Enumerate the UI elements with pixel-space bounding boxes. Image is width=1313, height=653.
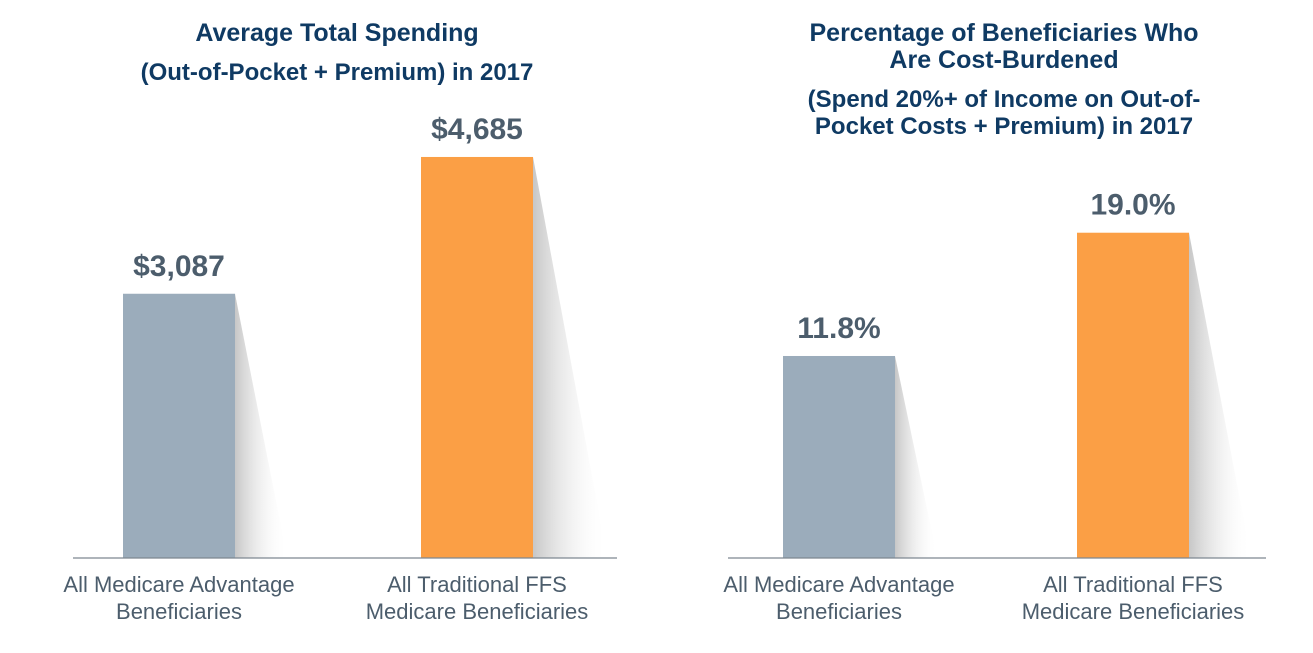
- bar-medicare-advantage-spending: [123, 293, 235, 558]
- bar-traditional-ffs-cost-burdened: [1077, 232, 1189, 558]
- left-chart-plot: $3,087 $4,685 All Medicare Advantage Ben…: [63, 113, 617, 624]
- right-chart-title-line-2: Are Cost-Burdened: [889, 46, 1118, 74]
- right-chart-subtitle-line-2: Pocket Costs + Premium) in 2017: [815, 113, 1193, 140]
- category-label-traditional-ffs: All Traditional FFS: [1043, 572, 1223, 597]
- right-chart-subtitle-line-1: (Spend 20%+ of Income on Out-of-: [808, 86, 1201, 113]
- bar-traditional-ffs-spending: [421, 156, 533, 559]
- right-chart-title-line-1: Percentage of Beneficiaries Who: [809, 19, 1198, 47]
- data-label-medicare-advantage-cost-burdened: 11.8%: [797, 312, 880, 345]
- bar-shadow: [235, 293, 288, 558]
- category-label-traditional-ffs: Medicare Beneficiaries: [366, 599, 589, 624]
- left-chart-subtitle: (Out-of-Pocket + Premium) in 2017: [141, 59, 534, 86]
- category-label-medicare-advantage: All Medicare Advantage: [63, 572, 294, 597]
- bar-shadow: [895, 355, 938, 558]
- category-label-traditional-ffs: Medicare Beneficiaries: [1022, 599, 1245, 624]
- data-label-traditional-ffs-cost-burdened: 19.0%: [1090, 189, 1175, 222]
- category-label-traditional-ffs: All Traditional FFS: [387, 572, 567, 597]
- left-chart-title: Average Total Spending: [195, 19, 478, 47]
- right-chart-plot: 11.8% 19.0% All Medicare Advantage Benef…: [723, 189, 1266, 624]
- category-label-medicare-advantage: All Medicare Advantage: [723, 572, 954, 597]
- data-label-traditional-ffs-spending: $4,685: [431, 113, 523, 146]
- data-label-medicare-advantage-spending: $3,087: [133, 250, 225, 283]
- category-label-medicare-advantage: Beneficiaries: [776, 599, 902, 624]
- bar-shadow: [533, 156, 608, 559]
- category-label-medicare-advantage: Beneficiaries: [116, 599, 242, 624]
- bar-shadow: [1189, 232, 1252, 558]
- bar-medicare-advantage-cost-burdened: [783, 355, 895, 558]
